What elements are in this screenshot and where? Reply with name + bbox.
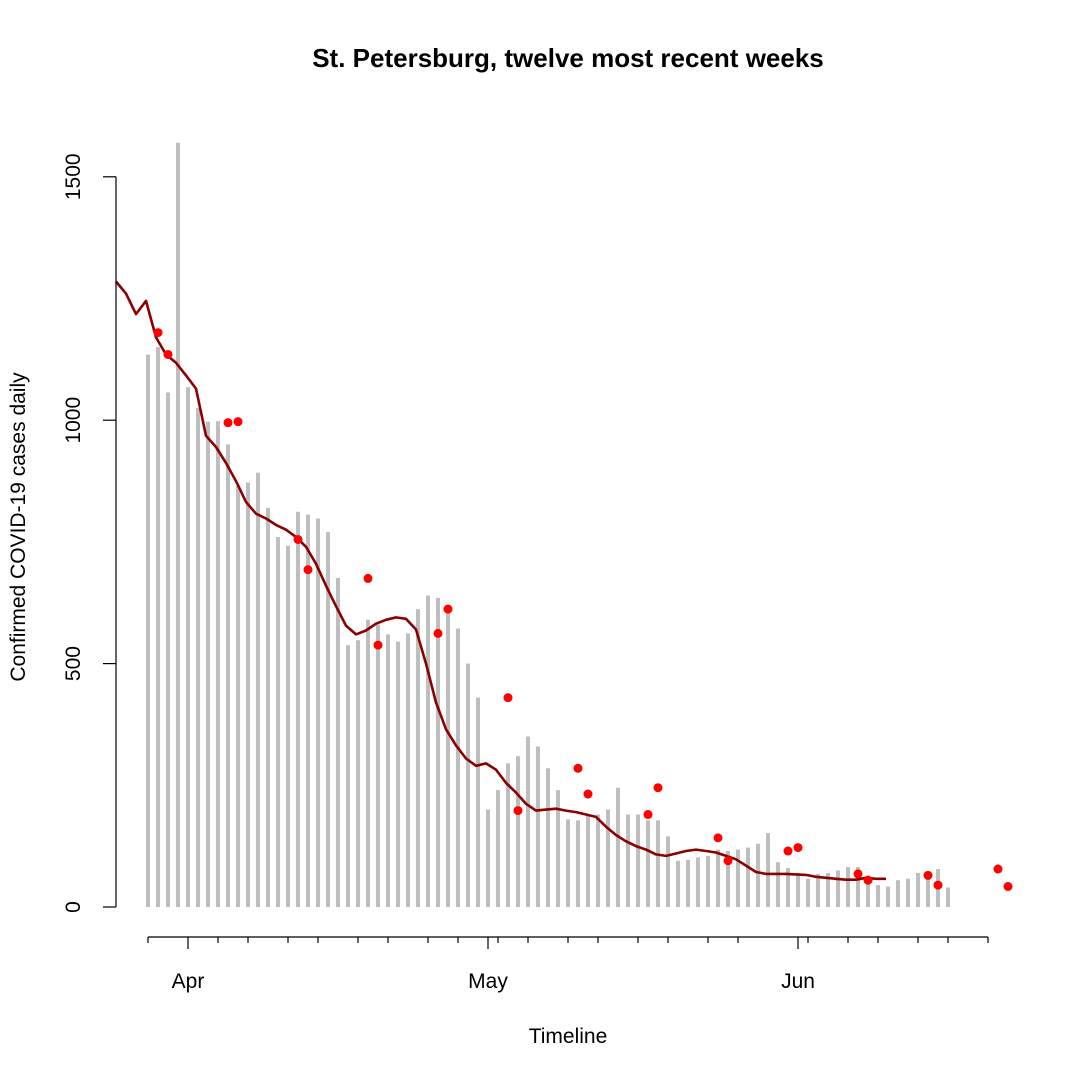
y-tick-label: 1500 [62,153,85,200]
data-point [923,870,933,880]
data-point [793,843,803,853]
x-tick-label: May [468,970,508,993]
data-point [373,640,383,650]
data-point [443,604,453,614]
chart-title: St. Petersburg, twelve most recent weeks [312,43,824,73]
data-point [433,628,443,638]
bars-layer [146,142,950,907]
x-tick-label: Jun [781,970,815,993]
data-point [363,573,373,583]
data-point [503,693,513,703]
data-point [653,783,663,793]
y-tick-label: 1000 [62,397,85,444]
y-tick-label: 0 [62,901,85,913]
y-axis: 0 500 1000 1500 [62,153,117,913]
data-point [1003,882,1013,892]
data-point [993,864,1003,874]
data-point [573,763,583,773]
data-point [583,789,593,799]
x-axis-label: Timeline [529,1025,608,1048]
data-point [163,349,173,359]
data-point [643,810,653,820]
data-point [713,833,723,843]
trend-line-layer [114,280,886,882]
data-point [863,875,873,885]
y-axis-label: Confirmed COVID-19 cases daily [7,372,30,682]
data-point [513,806,523,816]
data-point [783,846,793,856]
trend-line [114,280,886,882]
data-point [293,534,303,544]
data-point [233,417,243,427]
data-point [933,880,943,890]
data-point [303,565,313,575]
data-point [153,328,163,338]
data-point [853,869,863,879]
data-point [723,856,733,866]
y-tick-label: 500 [62,646,85,681]
x-axis: Apr May Jun [147,936,989,993]
x-tick-label: Apr [172,970,205,993]
data-point [223,418,233,428]
points-layer [153,328,1013,892]
